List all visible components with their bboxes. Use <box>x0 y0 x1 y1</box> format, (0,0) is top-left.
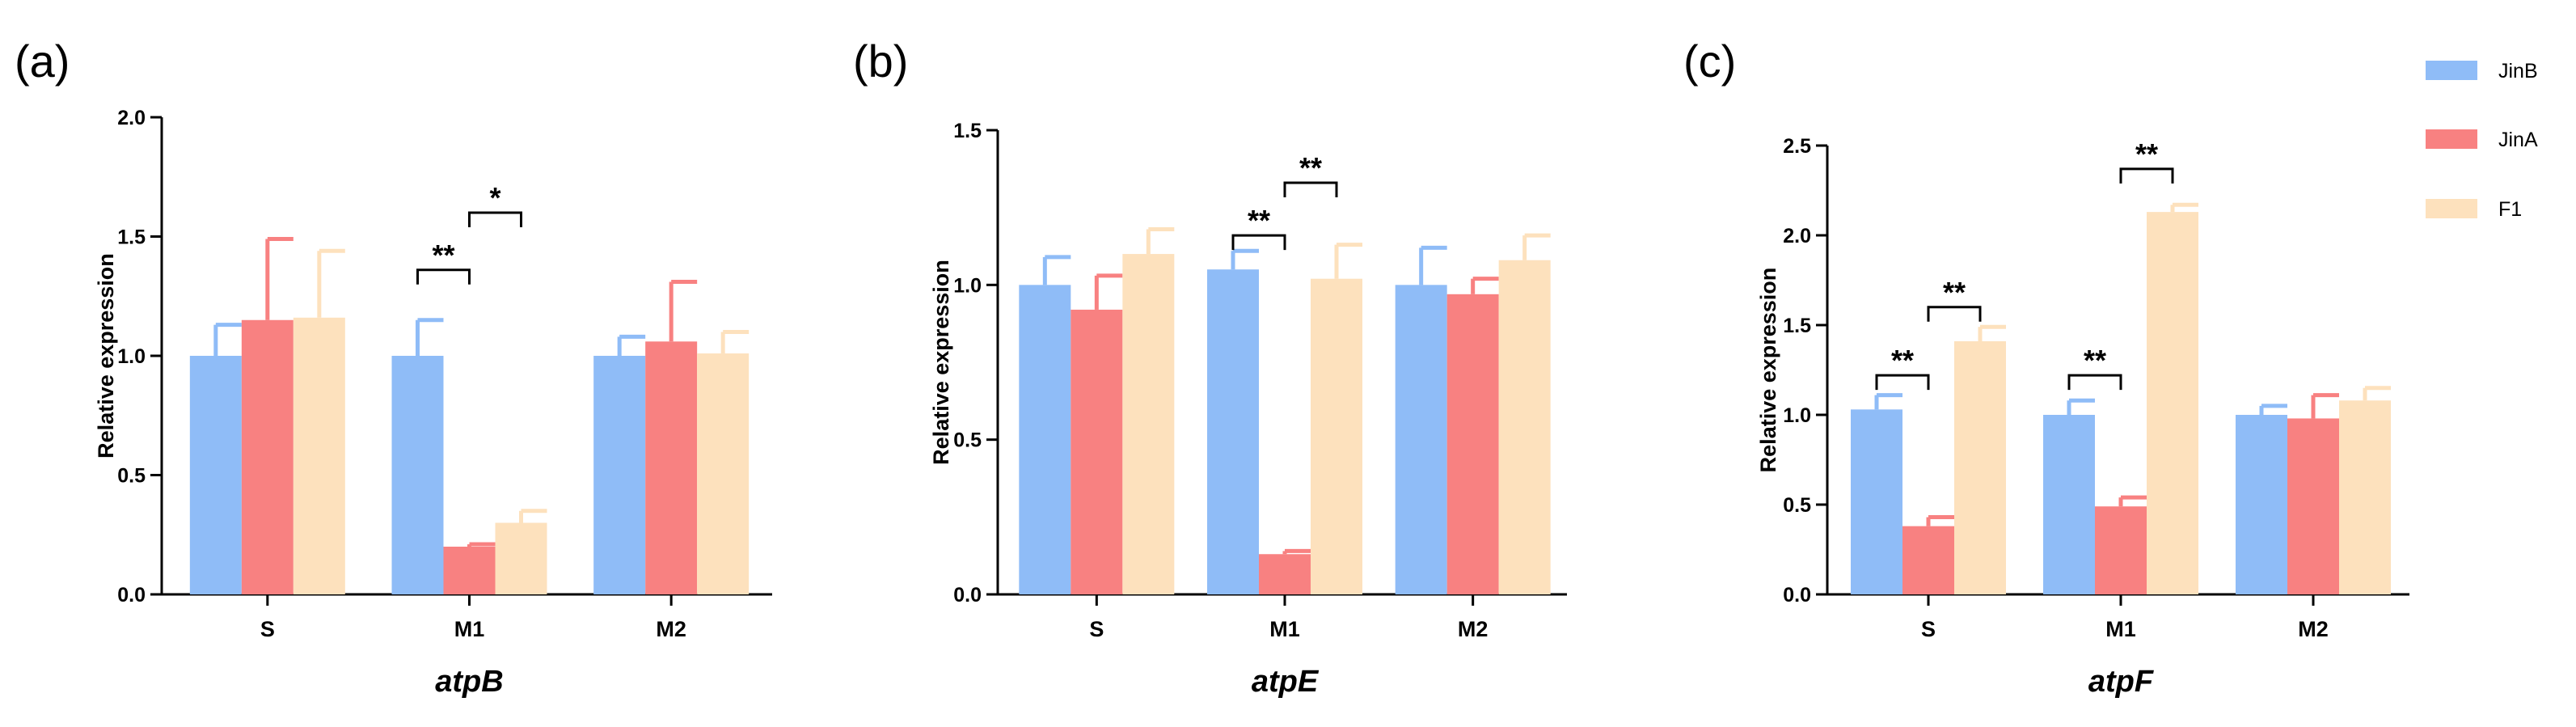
bar-jinb-s <box>1019 285 1071 594</box>
legend: JinB JinA F1 <box>2426 60 2538 221</box>
bar-f1-m2 <box>697 353 750 594</box>
y-tick-label: 1.0 <box>953 274 982 297</box>
bar-jinb-m1 <box>1207 269 1259 594</box>
significance-label: ** <box>1891 344 1914 377</box>
x-category-label: S <box>1089 617 1104 641</box>
y-tick-label: 0.5 <box>1783 494 1811 517</box>
significance-bracket <box>468 211 522 227</box>
significance-label: ** <box>1943 276 1966 309</box>
y-tick-label: 2.0 <box>117 107 146 129</box>
significance-label: ** <box>2135 137 2158 171</box>
bar-jinb-m2 <box>593 356 646 594</box>
bar-jinb-s <box>1851 409 1902 594</box>
bar-f1-m2 <box>2339 400 2391 594</box>
x-axis-title: atpF <box>2088 665 2155 699</box>
panel-label: (c) <box>1683 36 1736 87</box>
y-tick-label: 1.5 <box>1783 315 1811 337</box>
significance-bracket <box>2067 374 2122 391</box>
bar-jina-m1 <box>443 547 496 594</box>
legend-swatch-f1 <box>2426 199 2477 218</box>
significance-bracket <box>2119 167 2174 184</box>
y-tick-label: 1.0 <box>1783 404 1811 427</box>
significance-bracket <box>1875 374 1930 391</box>
x-axis-title: atpB <box>435 665 503 699</box>
bar-f1-m1 <box>495 522 547 594</box>
significance-label: ** <box>2084 344 2106 377</box>
significance-bracket <box>1231 234 1286 251</box>
panel-label: (b) <box>853 36 908 87</box>
significance-bracket <box>1283 181 1338 198</box>
legend-swatch-jina <box>2426 129 2477 149</box>
x-category-label: M1 <box>454 617 485 641</box>
x-category-label: M2 <box>1458 617 1489 641</box>
y-tick-label: 2.5 <box>1783 135 1811 158</box>
significance-bracket <box>1927 306 1982 322</box>
bar-jinb-m2 <box>2236 415 2287 594</box>
y-axis-title: Relative expression <box>1756 268 1780 473</box>
y-axis-title: Relative expression <box>929 260 953 465</box>
bar-jina-m1 <box>1259 554 1311 594</box>
bar-jina-m1 <box>2095 506 2147 594</box>
bar-jina-m2 <box>2287 418 2339 594</box>
panel-label: (a) <box>15 36 70 87</box>
bar-jina-m2 <box>645 341 698 594</box>
significance-bracket <box>416 268 471 285</box>
bar-f1-s <box>293 317 345 594</box>
y-tick-label: 1.0 <box>117 345 146 368</box>
chart-panel-0: (a) 0.0 0.5 1.0 1.5 2.0 Relative expression S M1… <box>15 36 772 699</box>
x-category-label: M1 <box>1269 617 1300 641</box>
x-axis-title: atpE <box>1252 665 1320 699</box>
bar-jina-s <box>1902 526 1954 594</box>
legend-swatch-jinb <box>2426 61 2477 80</box>
y-axis-title: Relative expression <box>94 253 118 459</box>
bar-jina-m2 <box>1446 294 1499 594</box>
y-tick-label: 1.5 <box>953 120 982 142</box>
bar-f1-s <box>1954 340 2006 594</box>
chart-panel-1: (b) 0.0 0.5 1.0 1.5 Relative expression S M1 M2 *… <box>853 36 1567 699</box>
bar-f1-s <box>1122 254 1175 594</box>
bar-jinb-s <box>189 356 242 594</box>
x-category-label: M2 <box>656 617 686 641</box>
y-tick-label: 0.5 <box>117 465 146 488</box>
bar-jinb-m1 <box>391 356 444 594</box>
x-category-label: S <box>1921 617 1936 641</box>
x-category-label: S <box>260 617 275 641</box>
significance-label: ** <box>1248 204 1270 237</box>
legend-label: F1 <box>2498 198 2522 221</box>
bar-f1-m1 <box>2147 212 2198 594</box>
legend-label: JinA <box>2498 129 2538 151</box>
x-category-label: M2 <box>2298 617 2329 641</box>
significance-label: ** <box>432 239 454 272</box>
bar-jinb-m2 <box>1395 285 1447 594</box>
y-tick-label: 0.0 <box>1783 584 1811 607</box>
significance-label: * <box>489 181 500 214</box>
bar-jina-s <box>1071 309 1123 594</box>
y-tick-label: 0.0 <box>117 584 146 607</box>
y-tick-label: 2.0 <box>1783 225 1811 247</box>
x-category-label: M1 <box>2105 617 2136 641</box>
y-tick-label: 1.5 <box>117 226 146 249</box>
legend-label: JinB <box>2498 60 2538 82</box>
bar-jinb-m1 <box>2043 415 2095 594</box>
y-tick-label: 0.5 <box>953 429 982 452</box>
y-tick-label: 0.0 <box>953 584 982 607</box>
bar-jina-s <box>241 319 293 594</box>
bar-f1-m1 <box>1311 278 1362 594</box>
bar-f1-m2 <box>1498 260 1551 594</box>
significance-label: ** <box>1299 151 1322 184</box>
chart-panel-2: (c) 0.0 0.5 1.0 1.5 2.0 2.5 Relative expression… <box>1683 36 2409 699</box>
